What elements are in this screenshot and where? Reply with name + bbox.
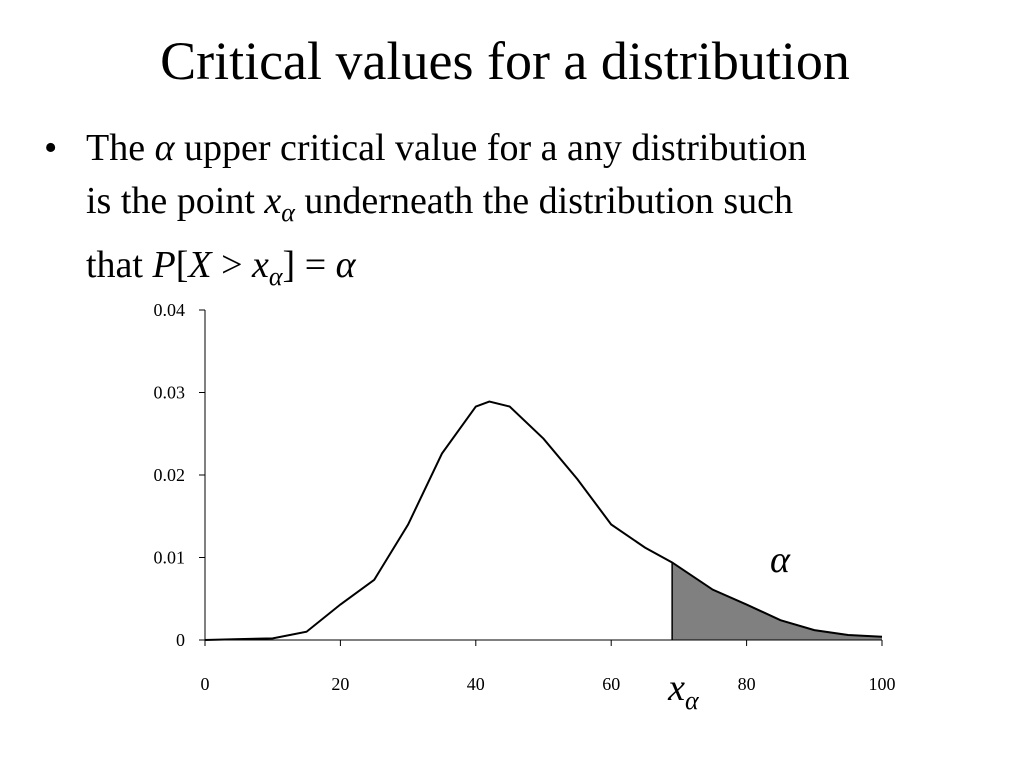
y-tick-label: 0.02 bbox=[154, 465, 186, 485]
text: that bbox=[86, 244, 153, 286]
symbol: x bbox=[252, 244, 269, 286]
bullet-line: The α upper critical value for a any dis… bbox=[86, 122, 807, 175]
x-tick-label: 100 bbox=[869, 674, 896, 694]
y-tick-label: 0.04 bbox=[154, 300, 186, 320]
x-tick-label: 80 bbox=[738, 674, 756, 694]
text: The bbox=[86, 127, 155, 169]
symbol: P bbox=[152, 244, 176, 286]
symbol: x bbox=[264, 180, 282, 222]
critical-label-base: x bbox=[667, 667, 685, 709]
tail-label: α bbox=[770, 539, 791, 581]
y-tick-label: 0.01 bbox=[154, 548, 186, 568]
x-tick-label: 60 bbox=[602, 674, 620, 694]
x-tick-label: 0 bbox=[201, 674, 210, 694]
y-tick-label: 0 bbox=[176, 630, 185, 650]
symbol: α bbox=[154, 127, 175, 169]
text: underneath the distribution such bbox=[294, 180, 794, 222]
symbol: X bbox=[188, 244, 212, 286]
density-curve bbox=[204, 400, 883, 641]
text: [ bbox=[175, 244, 189, 286]
critical-label-sub: α bbox=[685, 686, 700, 715]
slide-title: Critical values for a distribution bbox=[160, 31, 850, 91]
bullet-line: that P[X > xα] = α bbox=[86, 239, 807, 303]
bullet: • The α upper critical value for a any d… bbox=[44, 122, 807, 303]
text: ] = bbox=[282, 244, 336, 286]
text: is the point bbox=[86, 180, 265, 222]
x-tick-label: 20 bbox=[331, 674, 349, 694]
text: > bbox=[211, 244, 253, 286]
subscript: α bbox=[281, 198, 295, 227]
critical-label: xα bbox=[667, 667, 700, 715]
tail-area bbox=[672, 562, 882, 640]
symbol: α bbox=[335, 244, 356, 286]
bullet-dot: • bbox=[44, 127, 58, 169]
x-tick-label: 40 bbox=[467, 674, 485, 694]
text: upper critical value for a any distribut… bbox=[174, 127, 807, 169]
y-tick-label: 0.03 bbox=[154, 383, 186, 403]
bullet-line: is the point xα underneath the distribut… bbox=[86, 175, 807, 239]
subscript: α bbox=[268, 262, 283, 291]
